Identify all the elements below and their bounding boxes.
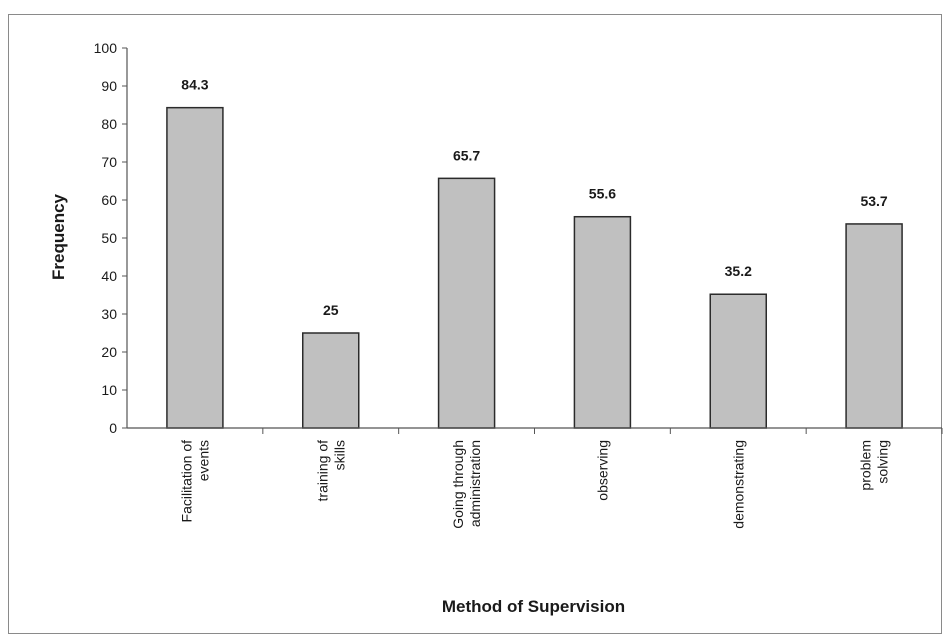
x-category-label-line: problem: [858, 440, 874, 491]
x-category-label-line: Going through: [450, 440, 466, 529]
x-category-label: Going through administration: [450, 440, 483, 529]
y-tick-label: 50: [101, 230, 117, 246]
x-category-label-line: demonstrating: [730, 440, 746, 529]
x-axis-ticks: Facilitation of events training of skills Go…: [178, 428, 943, 529]
x-category-label: problem solving: [858, 440, 891, 491]
y-tick-label: 20: [101, 344, 117, 360]
x-category-label-line: skills: [331, 440, 347, 470]
y-tick-label: 80: [101, 116, 117, 132]
bar: [845, 223, 903, 429]
bar-data-label: 65.7: [453, 147, 480, 163]
x-category-label: training of skills: [314, 440, 347, 502]
bar-data-label: 84.3: [181, 77, 208, 93]
x-category-label: observing: [594, 440, 610, 501]
x-category-label-line: administration: [467, 440, 483, 527]
y-axis-ticks: 0 10 20 30 40 50 60 70 80 90 100: [94, 40, 127, 436]
x-category-label: Facilitation of events: [178, 440, 211, 523]
y-tick-label: 70: [101, 154, 117, 170]
bar-data-label: 55.6: [589, 186, 616, 202]
y-tick-label: 0: [109, 420, 117, 436]
y-axis-title: Frequency: [49, 193, 68, 280]
x-category-label-line: solving: [875, 440, 891, 484]
x-category-label-line: observing: [594, 440, 610, 501]
bar: [437, 177, 496, 429]
y-tick-label: 30: [101, 306, 117, 322]
bar-data-label: 35.2: [725, 263, 752, 279]
x-category-label: demonstrating: [730, 440, 746, 529]
bar-data-label: 25: [323, 302, 339, 318]
bar: [709, 293, 767, 429]
bar: [302, 332, 360, 429]
y-tick-label: 40: [101, 268, 117, 284]
x-category-label-line: events: [195, 440, 211, 481]
bars-group: 84.3 25 65.7 55.6 35.2 53.7: [166, 77, 903, 429]
bar-data-label: 53.7: [860, 193, 887, 209]
bar: [166, 106, 224, 429]
x-category-label-line: training of: [314, 440, 330, 502]
y-tick-label: 100: [94, 40, 118, 56]
y-tick-label: 10: [101, 382, 117, 398]
y-tick-label: 90: [101, 78, 117, 94]
x-axis-title: Method of Supervision: [442, 597, 625, 616]
bar: [573, 215, 632, 429]
y-tick-label: 60: [101, 192, 117, 208]
x-category-label-line: Facilitation of: [178, 440, 194, 523]
